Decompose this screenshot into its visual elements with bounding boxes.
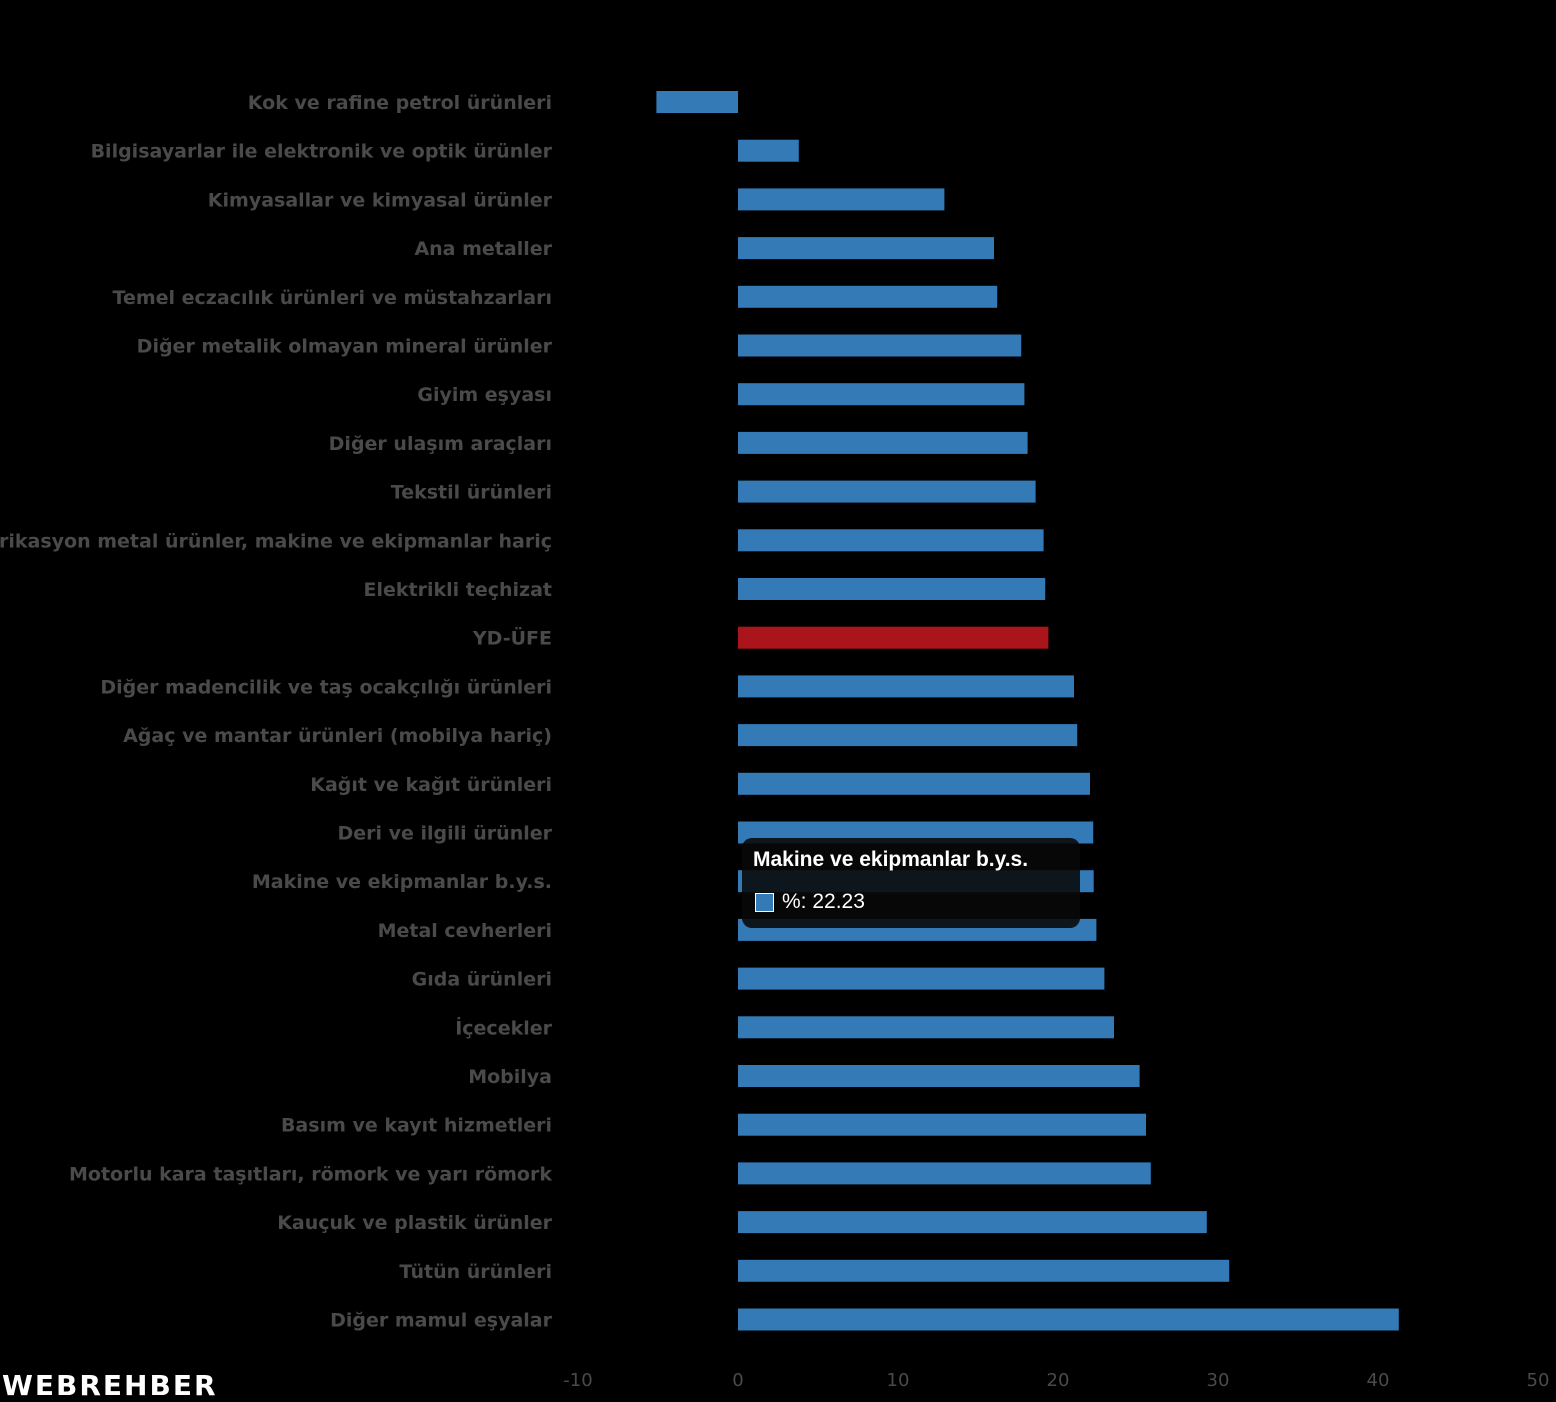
- bar[interactable]: [738, 772, 1090, 795]
- bar[interactable]: [656, 91, 738, 113]
- category-label: YD-ÜFE: [472, 626, 552, 650]
- bar[interactable]: [738, 480, 1036, 503]
- bar[interactable]: [738, 139, 799, 162]
- logo-text: WEBREHBER: [2, 1368, 218, 1402]
- x-tick-label: 40: [1367, 1370, 1390, 1391]
- x-tick-label: 50: [1527, 1370, 1550, 1391]
- category-label: Temel eczacılık ürünleri ve müstahzarlar…: [113, 287, 552, 309]
- category-labels: Kok ve rafine petrol ürünleri Bilgisayarl…: [0, 92, 553, 1332]
- bar[interactable]: [738, 626, 1049, 649]
- category-label: Kağıt ve kağıt ürünleri: [310, 774, 552, 796]
- bars: [656, 91, 1399, 1331]
- x-tick-label: 0: [732, 1370, 743, 1391]
- tooltip-title: Makine ve ekipmanlar b.y.s.: [753, 848, 1029, 871]
- category-label: Diğer madencilik ve taş ocakçılığı ürünl…: [100, 676, 552, 698]
- category-label: Diğer ulaşım araçları: [329, 433, 552, 455]
- bar[interactable]: [738, 188, 945, 211]
- category-label: Metal cevherleri: [378, 920, 552, 942]
- bar[interactable]: [738, 1162, 1151, 1185]
- x-tick-label: 10: [887, 1370, 910, 1391]
- bar[interactable]: [738, 1259, 1230, 1282]
- x-axis-ticks: -10 0 10 20 30 40 50: [563, 1370, 1549, 1391]
- x-tick-label: 30: [1207, 1370, 1230, 1391]
- category-label: Giyim eşyası: [417, 384, 552, 406]
- webrehber-logo: WEBREHBER: [2, 1368, 218, 1402]
- category-label: Elektrikli teçhizat: [364, 579, 553, 601]
- category-label: Kimyasallar ve kimyasal ürünler: [208, 189, 553, 211]
- bar[interactable]: [738, 237, 994, 260]
- x-tick-label: 20: [1047, 1370, 1070, 1391]
- bar[interactable]: [738, 431, 1028, 454]
- category-label: Ana metaller: [414, 238, 552, 260]
- category-label: Diğer metalik olmayan mineral ürünler: [137, 336, 553, 358]
- category-label: Bilgisayarlar ile elektronik ve optik ür…: [91, 141, 553, 163]
- tooltip-value-row: %: 22.23: [755, 890, 865, 914]
- bar[interactable]: [738, 334, 1022, 357]
- bar[interactable]: [738, 1308, 1399, 1331]
- category-label: Motorlu kara taşıtları, römork ve yarı r…: [69, 1163, 552, 1185]
- x-tick-label: -10: [563, 1370, 592, 1391]
- category-label: Diğer mamul eşyalar: [330, 1310, 553, 1332]
- category-label: Makine ve ekipmanlar b.y.s.: [252, 871, 552, 893]
- bar[interactable]: [738, 1016, 1114, 1039]
- category-label: Fabrikasyon metal ürünler, makine ve eki…: [0, 530, 552, 552]
- bar[interactable]: [738, 529, 1044, 552]
- bar[interactable]: [738, 675, 1074, 698]
- category-label: Tekstil ürünleri: [391, 482, 552, 504]
- category-label: Tütün ürünleri: [399, 1261, 552, 1283]
- bar[interactable]: [738, 383, 1025, 406]
- chart-tooltip: Makine ve ekipmanlar b.y.s. %: 22.23: [742, 838, 1080, 928]
- category-label: Mobilya: [468, 1066, 552, 1088]
- bar[interactable]: [738, 967, 1105, 990]
- tooltip-series-swatch: [755, 892, 774, 912]
- tooltip-value: %: 22.23: [782, 890, 865, 913]
- category-label: Gıda ürünleri: [412, 969, 552, 991]
- category-label: Ağaç ve mantar ürünleri (mobilya hariç): [123, 725, 552, 747]
- bar[interactable]: [738, 1211, 1207, 1234]
- category-label: Basım ve kayıt hizmetleri: [281, 1115, 552, 1137]
- bar[interactable]: [738, 724, 1078, 747]
- bar[interactable]: [738, 1113, 1146, 1136]
- bar[interactable]: [738, 285, 998, 308]
- category-label: Kauçuk ve plastik ürünler: [277, 1212, 552, 1234]
- category-label: Kok ve rafine petrol ürünleri: [248, 92, 552, 114]
- category-label: Deri ve ilgili ürünler: [337, 823, 552, 845]
- category-label: İçecekler: [455, 1015, 552, 1039]
- bar[interactable]: [738, 1065, 1140, 1087]
- bar[interactable]: [738, 578, 1046, 600]
